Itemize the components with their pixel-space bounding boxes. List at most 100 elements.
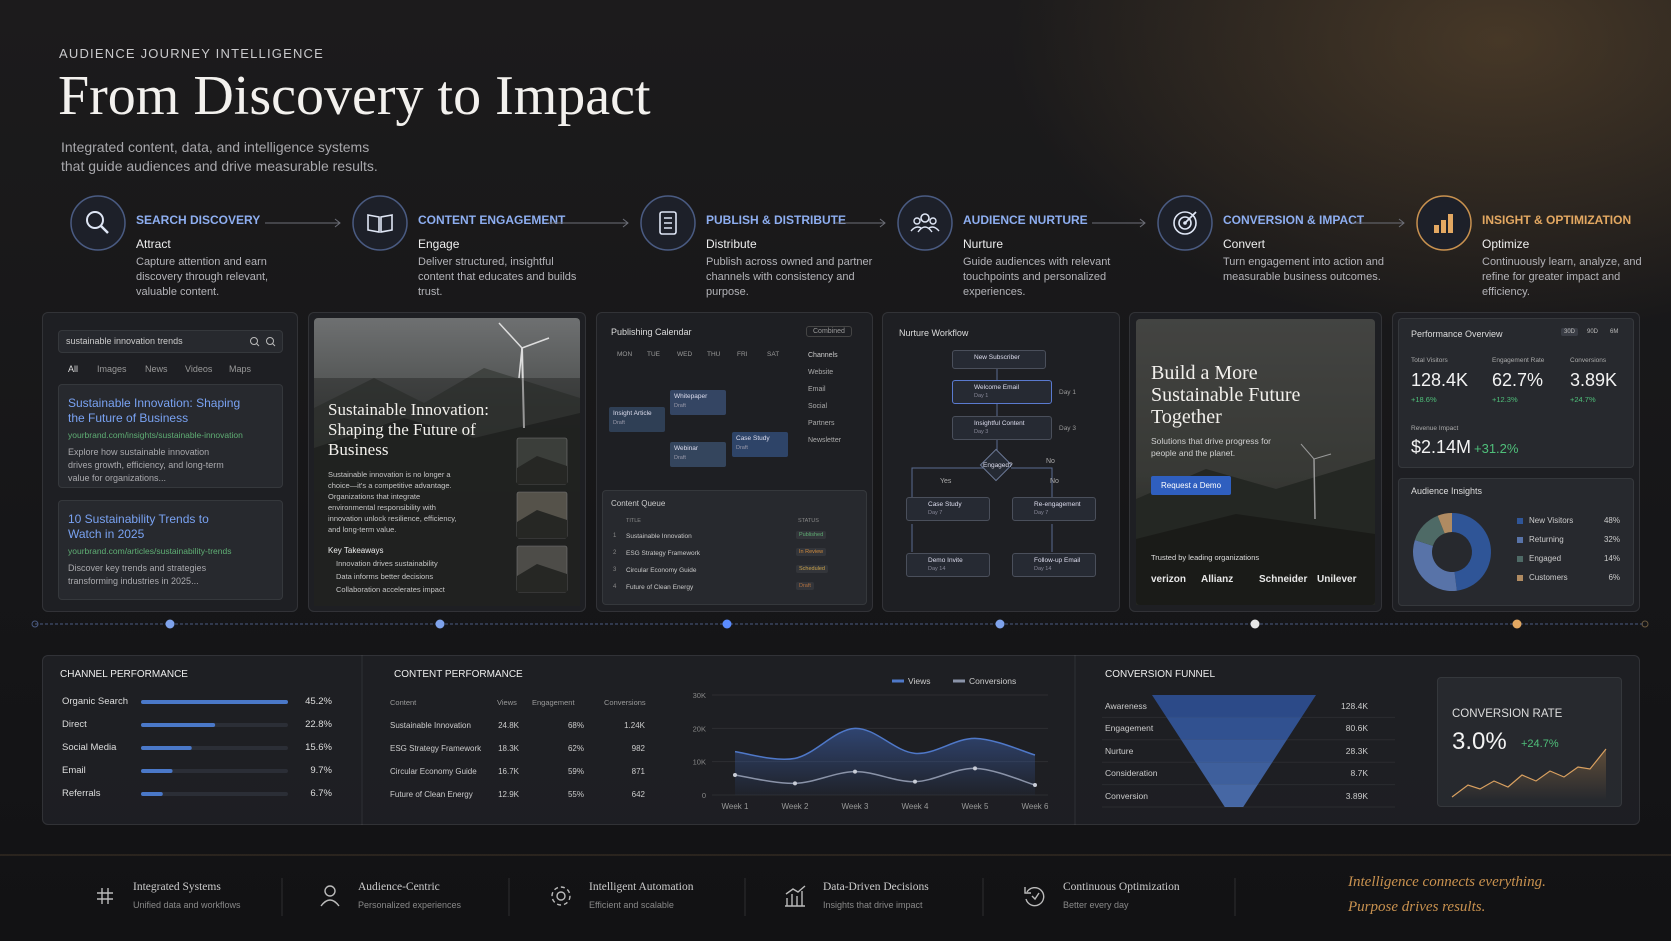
result-url: yourbrand.com/insights/sustainable-innov…	[68, 430, 243, 440]
article-thumbnail	[516, 437, 568, 485]
search-tab: Videos	[185, 364, 213, 374]
stage-title: PUBLISH & DISTRIBUTE	[706, 213, 847, 227]
queue-num: 2	[613, 550, 617, 556]
channel-item: Social	[808, 403, 828, 410]
footer-icon	[551, 886, 571, 906]
channels-heading: Channels	[808, 352, 838, 359]
queue-panel	[602, 490, 867, 605]
table-cell: 12.9K	[498, 790, 519, 799]
footer-subtitle: Unified data and workflows	[133, 900, 241, 910]
branch-no: No	[1050, 478, 1059, 485]
calendar-day: MON	[617, 351, 633, 358]
search-tab: Maps	[229, 364, 252, 374]
calendar-filter: Combined	[806, 326, 852, 337]
footer-title: Data-Driven Decisions	[823, 881, 929, 893]
subtitle: that guide audiences and drive measurabl…	[61, 158, 378, 174]
queue-status: Scheduled	[796, 565, 828, 573]
table-cell: 68%	[567, 721, 584, 730]
node-label: Case Study	[928, 501, 962, 508]
area	[735, 728, 1035, 795]
table-cell: Sustainable Innovation	[390, 721, 471, 730]
stage-description: Guide audiences with relevant touchpoint…	[963, 256, 1111, 298]
branch-yes: Yes	[940, 478, 952, 485]
funnel-title: CONVERSION FUNNEL	[1105, 669, 1216, 680]
article-image	[314, 318, 580, 606]
cta-title: Build a More Sustainable Future Together	[1151, 362, 1301, 428]
funnel-value: 80.6K	[1345, 723, 1368, 734]
footer-divider	[744, 878, 746, 916]
footer-subtitle: Personalized experiences	[358, 900, 462, 910]
stage-description: Continuously learn, analyze, and refine …	[1482, 256, 1642, 298]
legend-swatch	[1517, 575, 1523, 581]
channel-name: Organic Search	[62, 696, 129, 707]
footer-icon	[785, 885, 806, 907]
table-cell: 18.3K	[498, 744, 519, 753]
footer-icon	[97, 888, 113, 904]
calendar-event	[732, 432, 788, 457]
node-sub: Day 3	[974, 429, 989, 435]
arrow	[1352, 218, 1405, 228]
footer-divider	[982, 878, 984, 916]
stage-verb: Convert	[1223, 237, 1266, 251]
stage-description: Deliver structured, insightful content t…	[418, 256, 577, 298]
channel-name: Email	[62, 765, 86, 776]
line	[734, 767, 1036, 786]
range-button: 6M	[1610, 329, 1619, 335]
footer-title: Integrated Systems	[133, 881, 221, 893]
stage-title: AUDIENCE NURTURE	[963, 213, 1088, 227]
table-cell: 871	[631, 767, 645, 776]
node-label: Demo Invite	[928, 557, 963, 564]
node-sub: Day 14	[1034, 566, 1052, 572]
article-body: Sustainable innovation is no longer a ch…	[328, 470, 457, 534]
point	[973, 766, 977, 771]
event-label: Webinar	[674, 445, 699, 452]
takeaway: Data informs better decisions	[336, 572, 434, 581]
logo: verizon	[1151, 574, 1187, 585]
calendar-day: THU	[707, 351, 721, 358]
queue-status: Draft	[796, 582, 814, 590]
footer-rule	[0, 854, 1671, 856]
stage-title: CONTENT ENGAGEMENT	[418, 213, 566, 227]
legend-label: Engaged	[1529, 554, 1562, 563]
point	[1033, 783, 1037, 787]
table-header: Engagement	[532, 698, 575, 707]
stage-icon	[70, 195, 126, 251]
table-header: Conversions	[604, 698, 646, 707]
article-thumbnail	[516, 491, 568, 539]
legend-label: Views	[908, 676, 931, 686]
funnel-name: Awareness	[1105, 701, 1147, 711]
kpi-value: 128.4K	[1411, 370, 1469, 390]
legend-value: 48%	[1603, 516, 1620, 525]
search-tab: Images	[97, 364, 127, 374]
trusted-label: Trusted by leading organizations	[1151, 553, 1260, 562]
event-label: Case Study	[736, 435, 770, 442]
donut-segment	[1437, 513, 1452, 534]
calendar-day: SAT	[767, 351, 780, 358]
footer-icon	[1024, 886, 1045, 907]
tagline: Intelligence connects everything.	[1348, 874, 1546, 890]
queue-num: 4	[613, 584, 617, 590]
footer-icon	[320, 885, 340, 907]
stage-verb: Attract	[136, 237, 171, 251]
stage-description: Turn engagement into action and measurab…	[1223, 256, 1385, 283]
stage-icon	[1157, 195, 1213, 251]
queue-title-cell: Circular Economy Guide	[626, 567, 697, 574]
calendar-day: TUE	[647, 351, 660, 358]
revenue-value: $2.14M	[1411, 437, 1472, 457]
funnel-name: Conversion	[1105, 790, 1148, 801]
legend-value: 14%	[1603, 554, 1620, 563]
kpi-value: 62.7%	[1492, 370, 1544, 390]
channel-value: 45.2%	[305, 696, 332, 707]
cta-button[interactable]: Request a Demo	[1151, 476, 1232, 495]
arrow	[547, 218, 629, 228]
point	[793, 781, 797, 786]
queue-num: 1	[613, 533, 617, 539]
revenue-label: Revenue Impact	[1411, 425, 1459, 432]
channel-title: CHANNEL PERFORMANCE	[60, 669, 188, 680]
footer-subtitle: Insights that drive impact	[823, 900, 923, 910]
footer-subtitle: Efficient and scalable	[589, 900, 674, 910]
table-cell: 982	[631, 744, 645, 753]
event-status: Draft	[736, 445, 748, 451]
page-title: From Discovery to Impact	[58, 65, 651, 127]
legend-label: New Visitors	[1529, 516, 1574, 525]
